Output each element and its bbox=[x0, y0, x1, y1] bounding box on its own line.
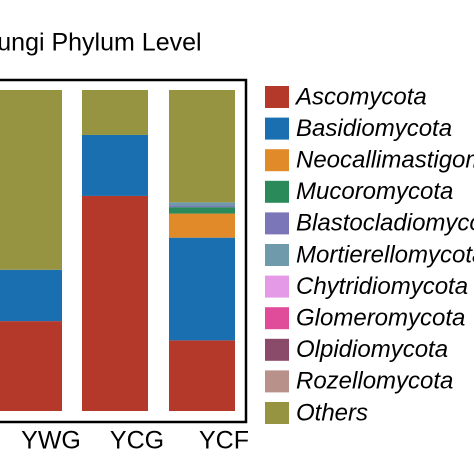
legend-swatch bbox=[265, 86, 289, 108]
bar-segment bbox=[82, 90, 148, 135]
bar-segment bbox=[0, 90, 62, 270]
legend-label: Mortierellomycota bbox=[296, 241, 474, 268]
bar-segment bbox=[169, 202, 235, 206]
bar-segment bbox=[169, 205, 235, 208]
bar-segment bbox=[82, 195, 148, 411]
legend-label: Neocallimastigomycota bbox=[296, 147, 474, 174]
legend-swatch bbox=[265, 275, 289, 298]
legend-label: Others bbox=[296, 399, 368, 426]
legend-swatch bbox=[265, 117, 289, 140]
plot-frame bbox=[0, 78, 248, 424]
bar-segment bbox=[169, 237, 235, 341]
x-tick-label: YCG bbox=[110, 427, 164, 455]
legend-swatch bbox=[265, 338, 289, 361]
legend-swatch bbox=[265, 244, 289, 266]
legend-label: Chytridiomycota bbox=[296, 273, 468, 300]
legend-label: Mucoromycota bbox=[296, 178, 453, 205]
bar-segment bbox=[169, 90, 235, 203]
bar-segment bbox=[82, 134, 148, 196]
legend-swatch bbox=[265, 370, 289, 393]
legend-swatch bbox=[265, 212, 289, 235]
legend-label: Ascomycota bbox=[294, 83, 427, 110]
chart-title: Fungi Phylum Level bbox=[0, 29, 202, 57]
legend-swatch bbox=[265, 149, 289, 172]
bar-segment bbox=[0, 269, 62, 322]
bar-segment bbox=[0, 321, 62, 411]
bar-segment bbox=[169, 207, 235, 214]
x-tick-label: YWG bbox=[21, 427, 81, 455]
legend-swatch bbox=[265, 402, 289, 424]
bar-segment bbox=[169, 213, 235, 238]
legend-label: Blastocladiomycota bbox=[296, 210, 474, 237]
legend-label: Basidiomycota bbox=[296, 115, 452, 142]
bar-segment bbox=[169, 340, 235, 411]
x-tick-label: YCF bbox=[199, 427, 249, 455]
legend-swatch bbox=[265, 307, 289, 330]
legend-label: Glomeromycota bbox=[296, 305, 465, 332]
legend-swatch bbox=[265, 180, 289, 203]
legend-label: Olpidiomycota bbox=[296, 336, 448, 363]
legend-label: Rozellomycota bbox=[296, 368, 453, 395]
